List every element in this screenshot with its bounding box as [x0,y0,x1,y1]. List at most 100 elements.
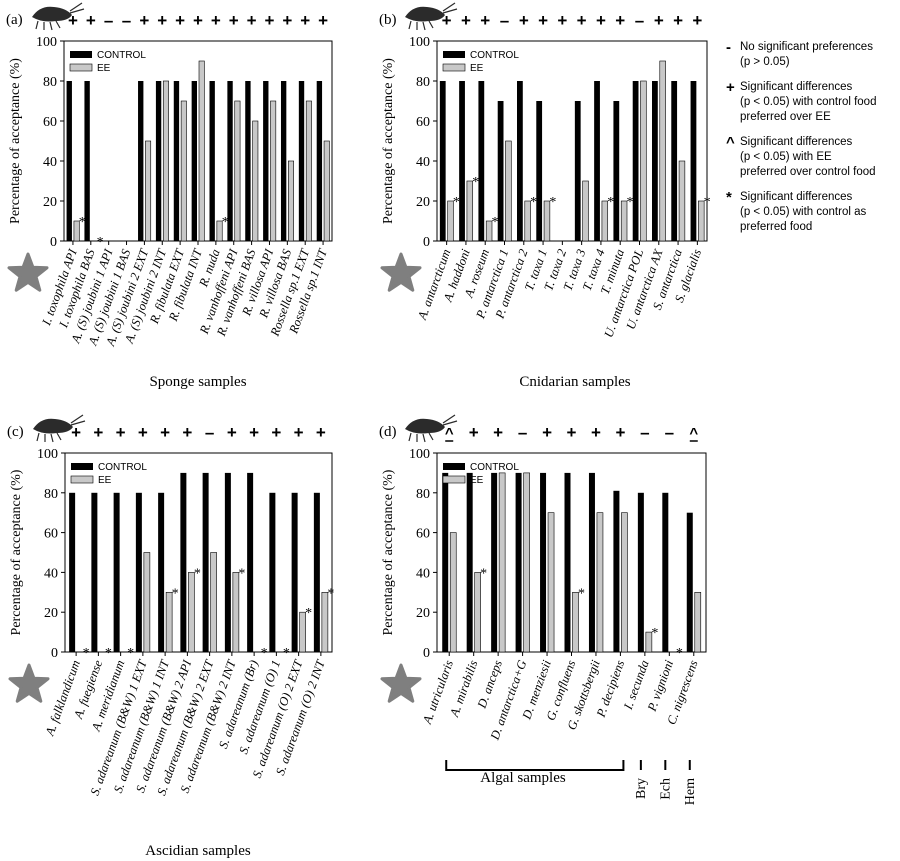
bar-control [245,81,251,241]
y-tick-label: 100 [409,35,430,50]
significance-mark: + [461,11,471,30]
y-tick-label: 0 [423,235,430,250]
bar-ee [523,472,530,653]
bar-ee [323,140,330,242]
significance-legend: - No significant preferences (p > 0.05) … [726,40,896,245]
amphipod-icon [405,2,458,31]
bar-ee [698,200,705,242]
bar-control [690,81,697,241]
asterisk-mark: * [127,646,134,661]
bar-control [517,81,523,241]
y-tick-label: 20 [416,195,430,210]
bar-control [686,512,693,652]
sea-star-icon [380,252,422,292]
chart-panel-c: (c) 0 20 40 60 80 100 Percentage of acceptance … [7,414,334,859]
legend-text: preferred food [740,221,813,233]
significance-mark: + [318,11,328,30]
significance-mark: + [673,11,683,30]
asterisk-mark: * [97,235,104,250]
bar-control [574,101,581,241]
asterisk-mark: * [480,566,487,581]
bar-control [84,81,90,241]
y-tick-label: 100 [37,447,58,462]
significance-mark: + [182,423,192,442]
legend-text: (p < 0.05) with control as [740,206,867,218]
legend-text: No significant preferences [740,41,873,53]
bar-control [263,81,269,241]
significance-mark: + [316,423,326,442]
y-tick-label: 20 [43,195,57,210]
group-label: Hem [683,778,698,805]
bar-control [442,472,449,652]
asterisk-mark: * [305,606,312,621]
asterisk-mark: * [627,195,634,210]
x-axis-label: Sponge samples [149,374,246,390]
y-axis-label: Percentage of acceptance (%) [381,469,396,635]
y-tick-label: 60 [44,527,58,542]
panel-label: (b) [379,12,397,28]
legend-text: Significant differences [740,81,853,93]
significance-mark: + [493,423,503,442]
amphipod-icon [405,414,458,443]
significance-mark: + [247,11,257,30]
y-tick-label: 80 [416,75,430,90]
legend-label-ee: EE [470,475,484,486]
y-tick-label: 0 [423,646,430,661]
bar-control [209,81,215,241]
significance-mark: + [157,11,167,30]
legend-text: Significant differences [740,136,853,148]
asterisk-mark: * [238,566,245,581]
significance-mark: – [665,423,674,442]
significance-mark: + [442,11,452,30]
legend-swatch-ee [70,475,94,484]
y-tick-label: 40 [416,566,430,581]
significance-mark: + [249,423,259,442]
amphipod-icon [32,2,85,31]
sea-star-icon [7,252,49,292]
bar-control [491,472,498,652]
asterisk-mark: * [79,215,86,230]
asterisk-mark: * [83,646,90,661]
bar-ee [288,160,294,242]
asterisk-mark: * [194,566,201,581]
legend-row-no-significant: - No significant preferences (p > 0.05) [726,40,896,70]
bar-ee [305,100,312,242]
minus-symbol: - [726,39,731,56]
legend-swatch-control [443,51,465,58]
asterisk-symbol: * [726,189,732,206]
bar-control [247,472,254,652]
significance-mark: + [615,423,625,442]
bar-ee [252,120,259,242]
y-tick-label: 20 [416,606,430,621]
amphipod-icon [33,414,86,443]
chart-panel-b: (b) 0 20 40 60 80 100 Percentage of acceptance … [379,2,711,390]
bar-ee [216,220,223,242]
significance-mark: + [116,423,126,442]
bar-ee [466,180,474,242]
bar-ee [659,60,666,242]
panel-label: (a) [6,12,23,28]
y-tick-label: 60 [416,527,430,542]
x-axis-label: Algal samples [480,770,566,786]
significance-mark: + [229,11,239,30]
bar-ee [180,100,187,242]
bar-control [613,101,620,241]
bar-ee [601,200,609,242]
asterisk-mark: * [704,195,711,210]
significance-mark: + [692,11,702,30]
significance-mark: ^ [445,425,454,442]
y-tick-label: 80 [44,487,58,502]
asterisk-mark: * [607,195,614,210]
bar-ee [640,80,647,242]
asterisk-mark: * [453,195,460,210]
bar-ee [234,100,241,242]
significance-mark: + [71,423,81,442]
bar-control [313,492,320,652]
bar-ee [299,611,306,653]
bar-ee [621,512,628,653]
bar-control [113,492,120,652]
caret-symbol: ^ [726,134,735,151]
y-tick-label: 40 [44,566,58,581]
significance-mark: + [519,11,529,30]
bar-control [536,101,543,241]
